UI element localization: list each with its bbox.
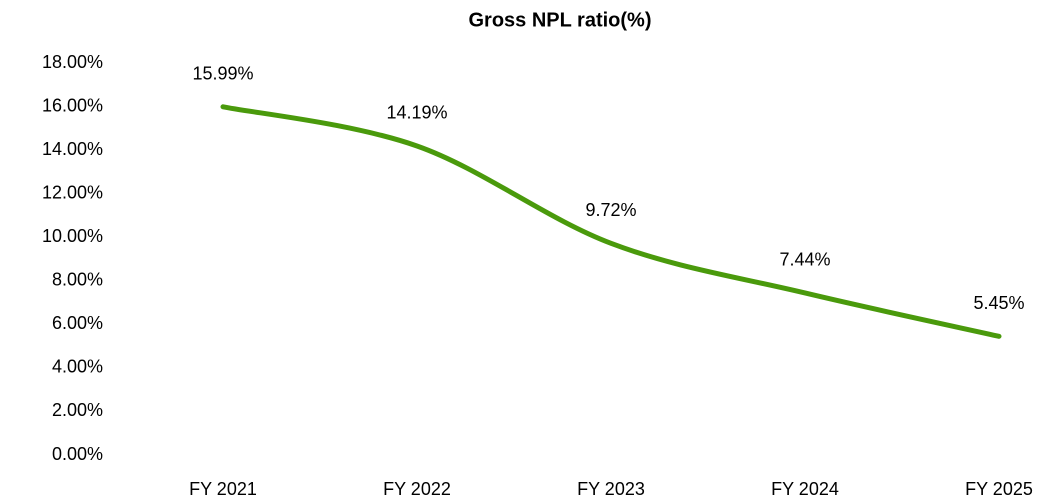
- y-tick-label: 12.00%: [42, 182, 103, 202]
- x-tick-label: FY 2022: [383, 479, 451, 499]
- line: [220, 104, 1002, 339]
- y-tick-label: 18.00%: [42, 52, 103, 72]
- x-tick-label: FY 2024: [771, 479, 839, 499]
- data-label: 7.44%: [779, 250, 830, 270]
- data-label: 14.19%: [386, 103, 447, 123]
- chart-title: Gross NPL ratio(%): [469, 9, 652, 31]
- y-tick-label: 8.00%: [52, 270, 103, 290]
- data-label: 15.99%: [192, 64, 253, 84]
- y-tick-label: 16.00%: [42, 95, 103, 115]
- y-tick-label: 4.00%: [52, 357, 103, 377]
- y-tick-label: 10.00%: [42, 226, 103, 246]
- x-tick-label: FY 2021: [189, 479, 257, 499]
- y-tick-label: 2.00%: [52, 400, 103, 420]
- x-tick-label: FY 2023: [577, 479, 645, 499]
- y-tick-label: 6.00%: [52, 313, 103, 333]
- data-label: 9.72%: [585, 200, 636, 220]
- data-label: 5.45%: [973, 293, 1024, 313]
- x-tick-label: FY 2025: [965, 479, 1033, 499]
- y-tick-label: 0.00%: [52, 444, 103, 464]
- y-tick-label: 14.00%: [42, 139, 103, 159]
